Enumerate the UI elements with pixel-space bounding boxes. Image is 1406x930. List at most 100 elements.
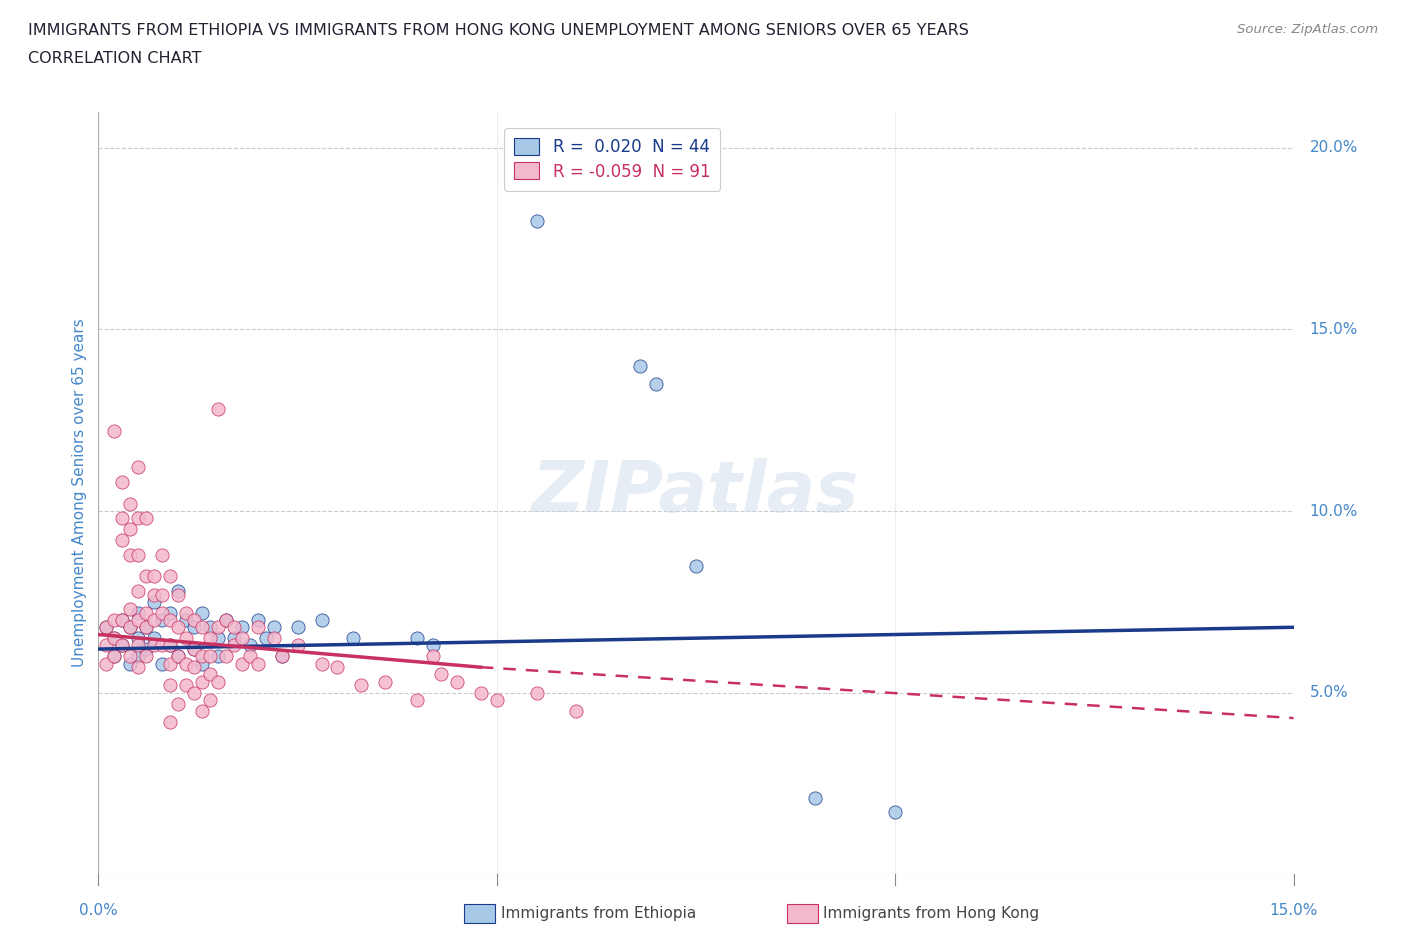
Point [159,613,181,628]
Point [120,497,142,512]
Point [215,613,238,628]
Point [111,474,134,489]
Point [127,547,149,562]
Point [231,619,253,634]
Point [191,657,214,671]
Point [430,667,453,682]
Point [215,649,238,664]
Point [127,631,149,645]
Point [183,659,205,674]
Point [167,587,190,602]
Text: 10.0%: 10.0% [1309,503,1358,519]
Point [127,605,149,620]
Point [246,619,269,634]
Point [311,657,333,671]
Point [884,805,907,820]
Point [222,638,245,653]
Y-axis label: Unemployment Among Seniors over 65 years: Unemployment Among Seniors over 65 years [72,319,87,668]
Point [191,674,214,689]
Point [222,619,245,634]
Point [231,657,253,671]
Point [287,638,309,653]
Point [135,619,157,634]
Point [239,649,262,664]
Point [183,642,205,657]
Point [135,511,157,525]
Point [150,587,173,602]
Point [198,619,221,634]
Point [103,649,125,664]
Text: Immigrants from Hong Kong: Immigrants from Hong Kong [823,906,1039,921]
Legend: R =  0.020  N = 44, R = -0.059  N = 91: R = 0.020 N = 44, R = -0.059 N = 91 [505,127,720,191]
Point [135,619,157,634]
Text: 0.0%: 0.0% [79,903,118,918]
Text: 15.0%: 15.0% [1270,903,1317,918]
Point [111,638,134,653]
Point [191,703,214,718]
Point [167,583,190,598]
Point [127,583,149,598]
Text: IMMIGRANTS FROM ETHIOPIA VS IMMIGRANTS FROM HONG KONG UNEMPLOYMENT AMONG SENIORS: IMMIGRANTS FROM ETHIOPIA VS IMMIGRANTS F… [28,23,969,38]
Point [120,649,142,664]
Point [143,569,166,584]
Point [96,638,118,653]
Point [150,613,173,628]
Point [127,511,149,525]
Point [207,631,229,645]
Point [135,605,157,620]
Point [374,674,396,689]
Point [159,605,181,620]
Point [111,613,134,628]
Point [239,638,262,653]
Point [127,613,149,628]
Point [127,460,149,475]
Point [150,657,173,671]
Point [207,649,229,664]
Point [191,619,214,634]
Text: 20.0%: 20.0% [1309,140,1358,155]
Point [135,642,157,657]
Point [222,631,245,645]
Point [207,619,229,634]
Point [120,619,142,634]
Point [215,613,238,628]
Point [127,659,149,674]
Point [183,613,205,628]
Point [143,587,166,602]
Point [111,638,134,653]
Point [159,638,181,653]
Point [150,547,173,562]
Point [103,613,125,628]
Point [143,631,166,645]
Point [263,631,285,645]
Point [96,657,118,671]
Point [198,631,221,645]
Point [804,790,827,805]
Point [111,511,134,525]
Point [207,402,229,417]
Point [270,649,292,664]
Point [103,631,125,645]
Point [143,613,166,628]
Point [167,619,190,634]
Point [246,657,269,671]
Point [246,613,269,628]
Point [422,649,444,664]
Point [167,649,190,664]
Point [120,547,142,562]
Point [628,358,651,373]
Point [183,619,205,634]
Point [120,522,142,537]
Point [191,649,214,664]
Text: Source: ZipAtlas.com: Source: ZipAtlas.com [1237,23,1378,36]
Point [270,649,292,664]
Point [526,213,548,228]
Point [183,685,205,700]
Point [254,631,277,645]
Point [174,631,197,645]
Point [159,657,181,671]
Point [231,631,253,645]
Point [263,619,285,634]
Point [342,631,364,645]
Point [120,602,142,617]
